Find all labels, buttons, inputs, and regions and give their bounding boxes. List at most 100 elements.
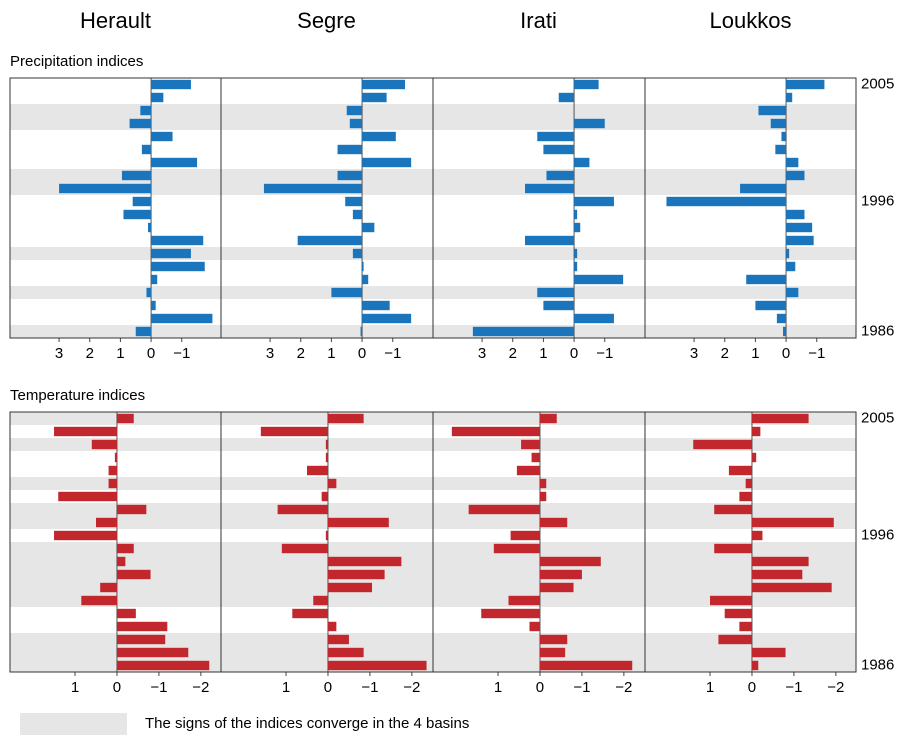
bar [740, 183, 787, 194]
bar [531, 452, 540, 463]
bar [574, 261, 578, 272]
x-tick-label: 0 [147, 345, 155, 362]
bar [516, 465, 540, 476]
bar [325, 452, 328, 463]
bar [751, 452, 757, 463]
bar [739, 491, 752, 502]
x-tick-label: −1 [150, 679, 167, 696]
x-tick-label: 0 [570, 345, 578, 362]
bar [116, 660, 210, 671]
bar [116, 413, 134, 424]
x-tick-label: −1 [173, 345, 190, 362]
x-tick-label: 0 [782, 345, 790, 362]
bar [775, 144, 787, 155]
bar [325, 530, 328, 541]
x-tick-label: 0 [536, 679, 544, 696]
bar [539, 660, 633, 671]
x-tick-label: 2 [297, 345, 305, 362]
bar [751, 413, 809, 424]
x-tick-label: −1 [808, 345, 825, 362]
bar [325, 439, 328, 450]
bar [337, 170, 363, 181]
bar [148, 222, 152, 233]
bar [539, 569, 582, 580]
bar [362, 300, 390, 311]
x-tick-label: 2 [509, 345, 517, 362]
bar [539, 478, 547, 489]
bar [758, 105, 787, 116]
x-tick-label: 1 [282, 679, 290, 696]
bar [714, 504, 752, 515]
bar [327, 582, 373, 593]
bar [151, 92, 164, 103]
bar [539, 634, 568, 645]
bar [574, 248, 578, 259]
bar [786, 209, 805, 220]
bar [263, 183, 363, 194]
bar [327, 413, 364, 424]
bar [59, 183, 152, 194]
bar [140, 105, 152, 116]
y-tick-label: 1996 [861, 526, 894, 543]
bar [362, 274, 369, 285]
bar [151, 274, 158, 285]
x-tick-label: 0 [324, 679, 332, 696]
bar [525, 235, 575, 246]
bar [786, 157, 799, 168]
bar [135, 326, 152, 337]
bar [146, 287, 152, 298]
bar [151, 300, 156, 311]
bar [739, 621, 752, 632]
x-tick-label: −1 [596, 345, 613, 362]
bar [362, 313, 412, 324]
y-tick-label: 2005 [861, 409, 894, 426]
bar [151, 131, 173, 142]
bar [100, 582, 117, 593]
y-tick-label: 2005 [861, 75, 894, 92]
bar [327, 647, 364, 658]
legend-swatch [20, 713, 127, 735]
bar [346, 105, 363, 116]
basin-title: Segre [297, 8, 356, 33]
bar [362, 79, 406, 90]
bar [260, 426, 328, 437]
bar [277, 504, 328, 515]
bar [714, 543, 752, 554]
x-tick-label: 3 [266, 345, 274, 362]
x-tick-label: 1 [494, 679, 502, 696]
bar [121, 170, 152, 181]
bar [724, 608, 752, 619]
bar [543, 300, 575, 311]
bar [337, 144, 363, 155]
x-tick-label: 1 [706, 679, 714, 696]
x-tick-label: 0 [748, 679, 756, 696]
bar [574, 209, 578, 220]
panel-title: Temperature indices [10, 387, 145, 404]
bar [58, 491, 117, 502]
bar [786, 170, 805, 181]
bar [472, 326, 575, 337]
bar [783, 326, 787, 337]
bar [751, 556, 809, 567]
x-tick-label: 1 [751, 345, 759, 362]
bar [362, 157, 412, 168]
bar [786, 92, 793, 103]
bar [574, 157, 590, 168]
bar [327, 569, 385, 580]
bar [751, 569, 803, 580]
bar [751, 426, 761, 437]
bar [786, 235, 814, 246]
bar [345, 196, 363, 207]
bar [574, 79, 599, 90]
x-tick-label: 3 [478, 345, 486, 362]
bar [666, 196, 787, 207]
bar [525, 183, 575, 194]
bar [786, 261, 796, 272]
bar [327, 556, 402, 567]
bar [151, 261, 205, 272]
x-tick-label: 1 [327, 345, 335, 362]
basin-title: Irati [520, 8, 557, 33]
x-tick-label: −2 [192, 679, 209, 696]
bar [539, 647, 566, 658]
bar [297, 235, 363, 246]
